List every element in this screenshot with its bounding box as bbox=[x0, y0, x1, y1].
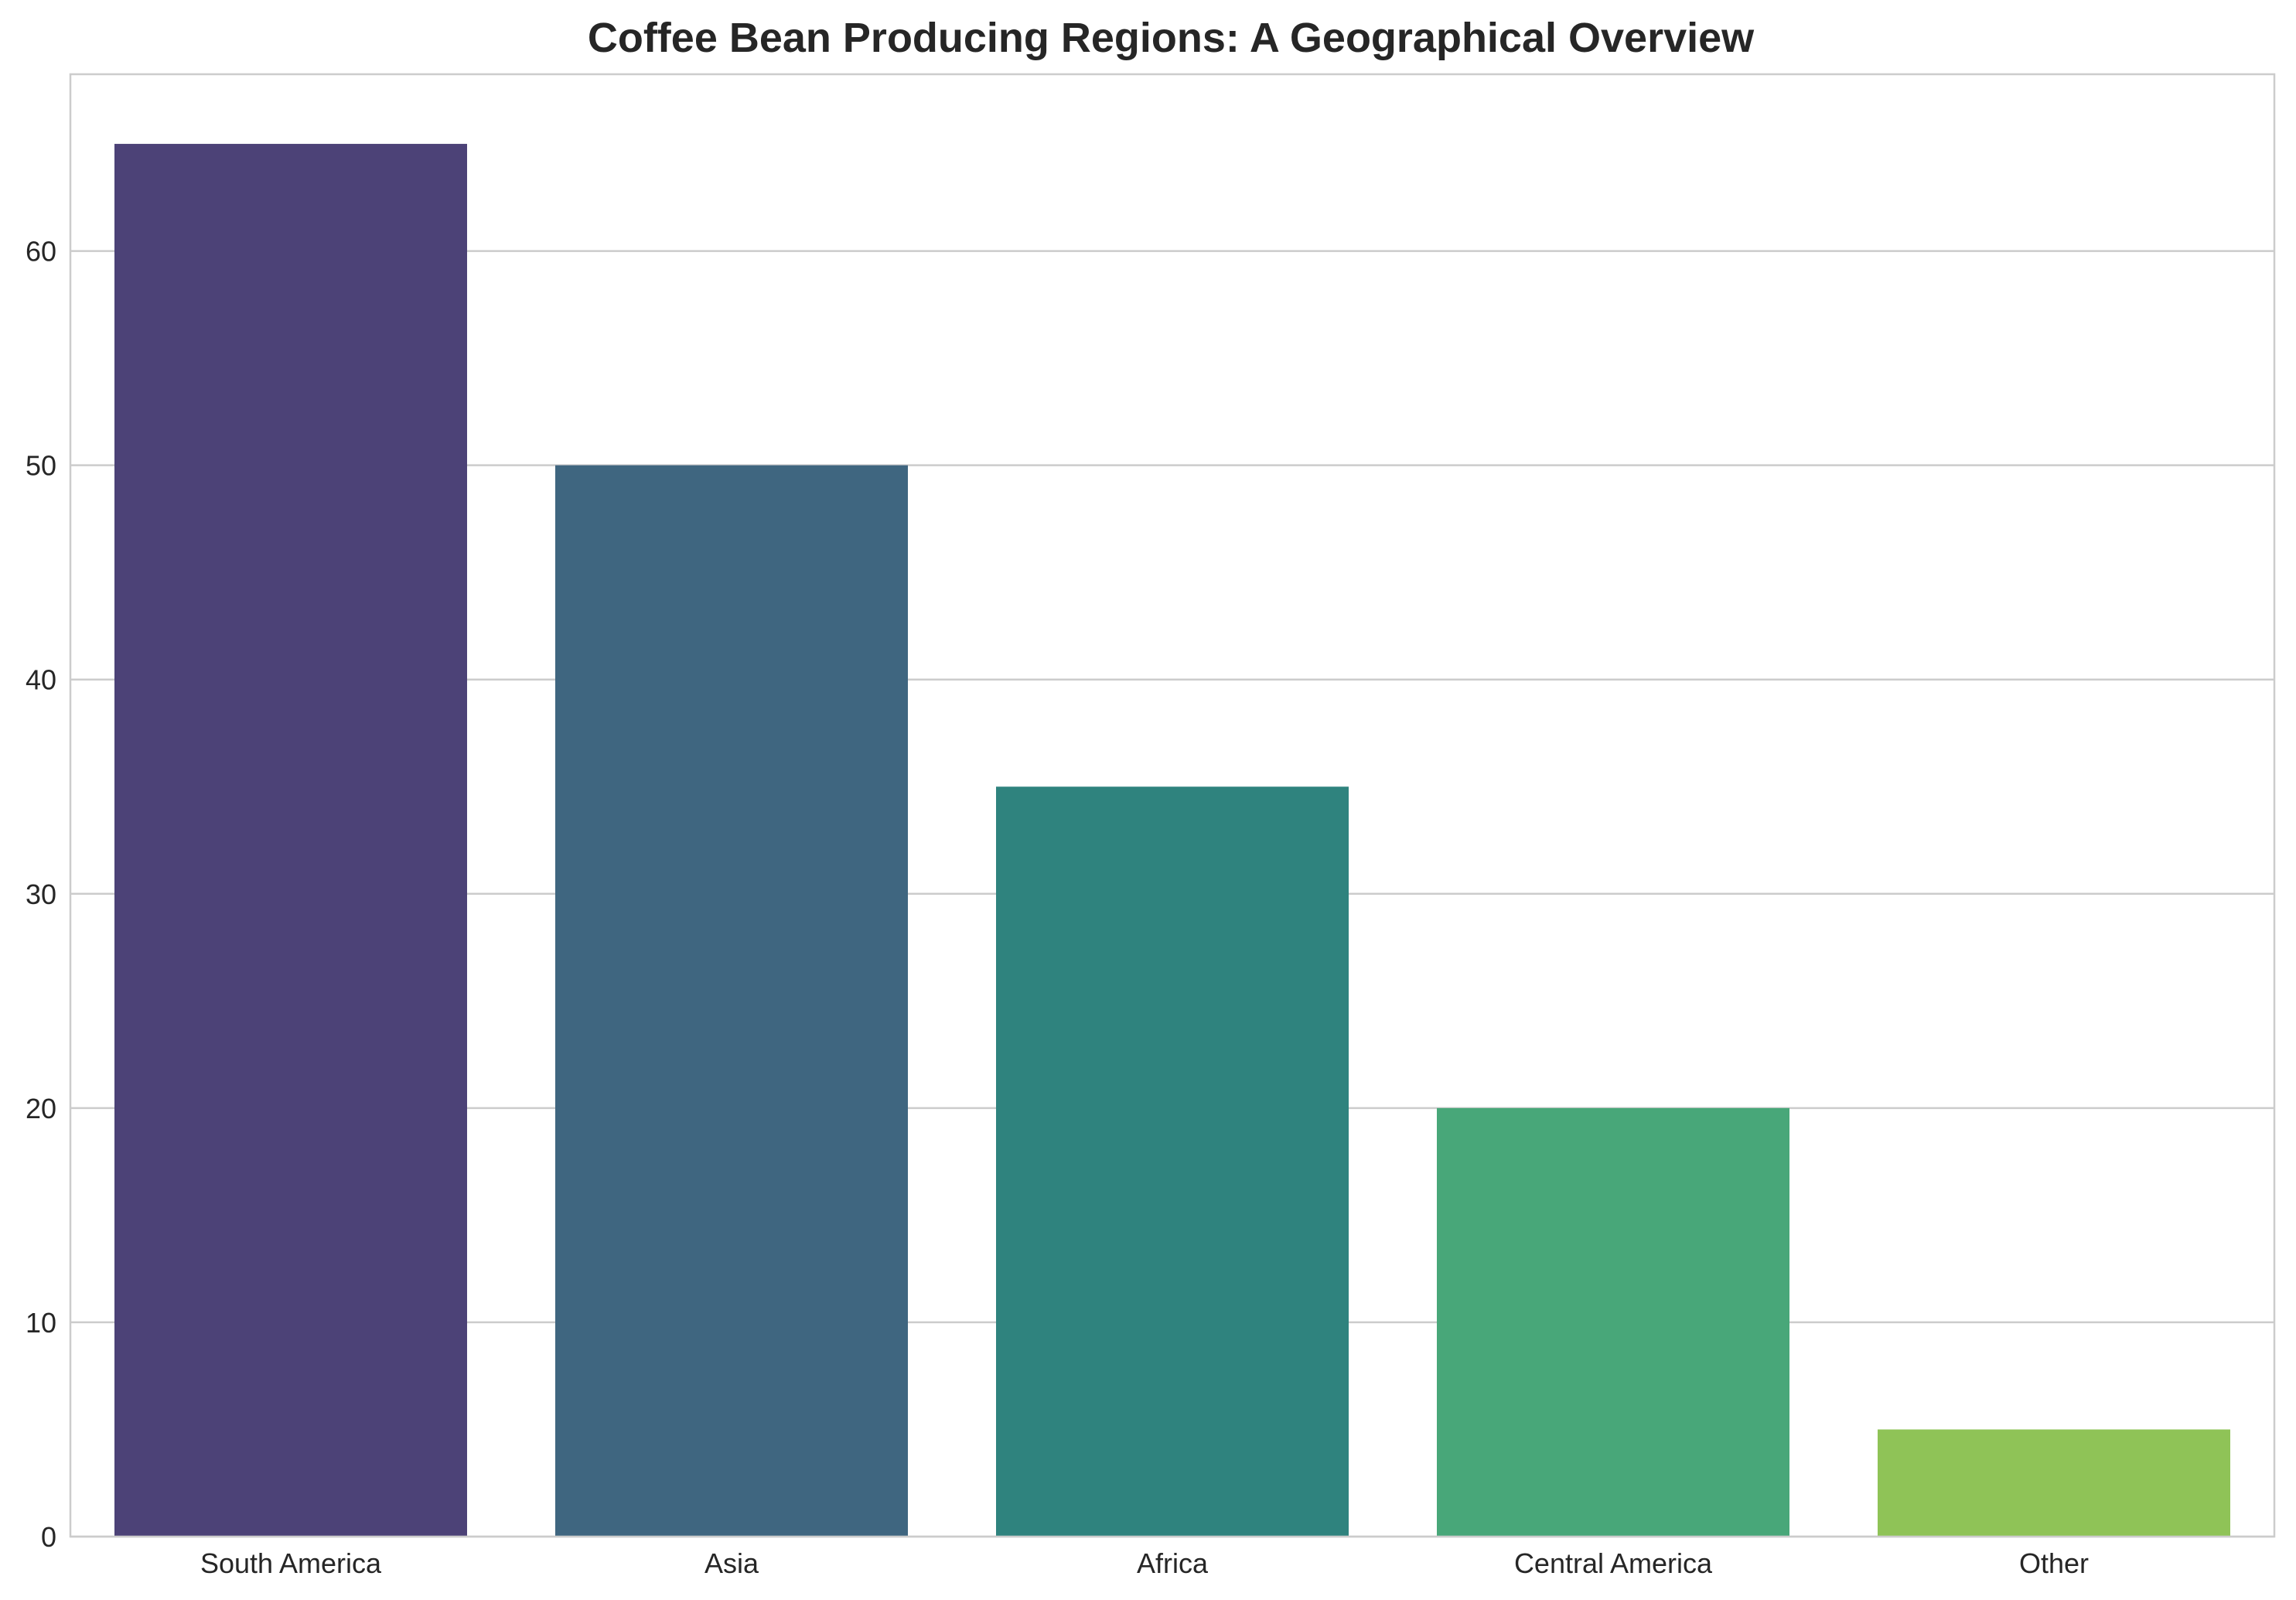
x-tick-label: Asia bbox=[704, 1547, 759, 1579]
y-tick-label: 10 bbox=[26, 1307, 56, 1339]
y-tick-label: 30 bbox=[26, 878, 56, 910]
y-tick-label: 20 bbox=[26, 1093, 56, 1124]
x-axis-ticks: South America Asia Africa Central America Ot… bbox=[200, 1547, 2089, 1579]
bar-other bbox=[1878, 1429, 2230, 1537]
bar-asia bbox=[555, 465, 908, 1537]
y-tick-label: 0 bbox=[41, 1521, 56, 1553]
y-tick-label: 50 bbox=[26, 450, 56, 482]
x-tick-label: South America bbox=[200, 1547, 382, 1579]
bars bbox=[114, 144, 2230, 1537]
y-axis-ticks: 0 10 20 30 40 50 60 bbox=[26, 236, 56, 1553]
x-tick-label: Central America bbox=[1514, 1547, 1713, 1579]
chart-title: Coffee Bean Producing Regions: A Geograp… bbox=[588, 15, 1755, 61]
y-tick-label: 60 bbox=[26, 236, 56, 268]
bar-central-america bbox=[1437, 1107, 1789, 1537]
plot-frame bbox=[69, 73, 2276, 1538]
y-tick-label: 40 bbox=[26, 664, 56, 696]
x-tick-label: Other bbox=[2019, 1547, 2089, 1579]
bar-south-america bbox=[114, 144, 467, 1537]
x-tick-label: Africa bbox=[1137, 1547, 1209, 1579]
bar-africa bbox=[996, 786, 1349, 1537]
